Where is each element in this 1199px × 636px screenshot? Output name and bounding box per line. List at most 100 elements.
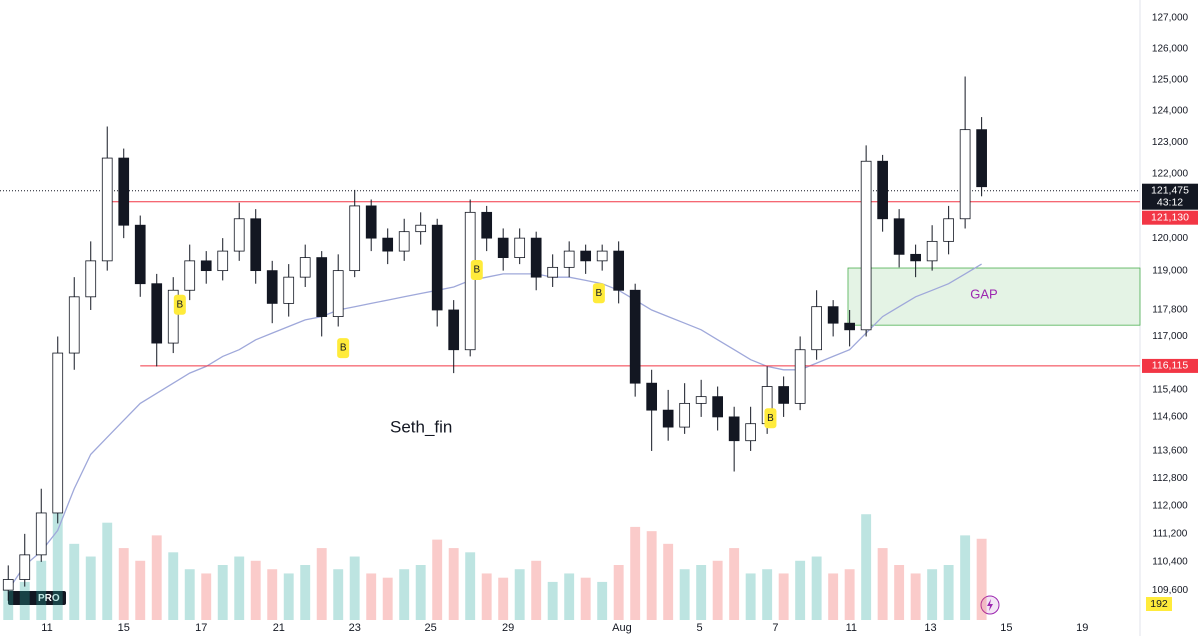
y-tick-label: 112,800: [1152, 473, 1188, 484]
candle-body: [431, 224, 443, 311]
volume-bar: [844, 569, 855, 620]
volume-bar: [366, 573, 377, 620]
volume-bar: [102, 522, 113, 620]
volume-bar: [663, 543, 674, 620]
volume-bar: [745, 573, 756, 620]
logo-text: PRO: [38, 593, 60, 604]
volume-bar: [349, 556, 360, 620]
volume-bar: [531, 560, 542, 620]
volume-bar: [795, 560, 806, 620]
candle-body: [481, 211, 493, 239]
y-tick-label: 117,800: [1152, 305, 1188, 316]
price-line-label: 116,115: [1152, 360, 1189, 372]
volume-bar: [448, 548, 459, 620]
candle-body: [778, 386, 789, 404]
last-price-label: 121,475: [1151, 184, 1189, 196]
candle-body: [629, 289, 641, 384]
x-tick-label: 13: [924, 622, 936, 634]
candle-body: [68, 296, 80, 354]
volume-bar: [696, 565, 707, 620]
volume-bar: [432, 539, 443, 620]
volume-bar: [217, 565, 228, 620]
volume-bar: [201, 573, 212, 620]
y-tick-label: 122,000: [1152, 169, 1189, 180]
candle-body: [448, 309, 460, 351]
x-tick-label: 23: [349, 622, 361, 634]
candle-body: [332, 270, 344, 317]
y-tick-label: 119,000: [1152, 265, 1188, 276]
x-tick-label: 15: [118, 622, 130, 634]
candle-body: [646, 382, 658, 411]
candle-body: [794, 349, 806, 404]
candle-body: [283, 276, 295, 304]
countdown: 43:12: [1157, 196, 1183, 208]
logo-box: [8, 591, 66, 605]
candle-body: [580, 250, 592, 262]
candle-body: [167, 289, 179, 344]
candle-body: [893, 218, 905, 255]
volume-bar: [943, 565, 954, 620]
volume-bar: [712, 560, 723, 620]
candle-body: [530, 237, 542, 278]
candle-body: [184, 260, 196, 291]
candle-body: [233, 218, 245, 252]
candle-body: [101, 157, 113, 262]
x-tick-label: Aug: [612, 622, 632, 634]
volume-bar: [481, 573, 492, 620]
signal-marker: [592, 283, 605, 304]
y-tick-label: 127,000: [1152, 13, 1189, 24]
signal-marker: [470, 259, 483, 280]
y-tick-label: 115,400: [1152, 385, 1188, 396]
signal-marker: [764, 408, 777, 429]
candle-body: [596, 250, 608, 262]
signal-label: B: [176, 299, 183, 310]
candle-body: [266, 270, 278, 304]
volume-bar: [910, 573, 921, 620]
volume-bar: [118, 548, 129, 620]
candle-body: [200, 260, 212, 272]
volume-bar: [960, 535, 971, 620]
alert-bolt: [987, 599, 993, 611]
candle-body: [250, 218, 262, 272]
volume-bar: [762, 569, 773, 620]
candle-body: [712, 396, 724, 418]
y-tick-label: 117,000: [1152, 331, 1188, 342]
volume-bar: [283, 573, 294, 620]
signal-label: B: [340, 343, 347, 354]
candle-body: [877, 160, 888, 220]
y-tick-label: 123,000: [1152, 137, 1189, 148]
volume-bar: [399, 569, 410, 620]
alert-icon[interactable]: [980, 595, 1000, 615]
candle-body: [728, 416, 740, 442]
candle-body: [959, 129, 971, 220]
volume-bar: [514, 569, 525, 620]
volume-bar: [250, 560, 261, 620]
volume-bar: [267, 569, 278, 620]
candle-body: [2, 579, 14, 591]
watermark: Seth_fin: [390, 417, 452, 436]
candle-body: [415, 224, 427, 233]
volume-bar: [85, 556, 96, 620]
volume-bar: [580, 577, 591, 620]
candle-body: [217, 250, 229, 272]
candle-body: [695, 396, 707, 404]
volume-bar: [811, 556, 822, 620]
x-tick-label: 15: [1000, 622, 1012, 634]
volume-bar: [52, 510, 63, 620]
volume-bar: [333, 569, 344, 620]
y-tick-label: 125,000: [1152, 74, 1189, 85]
candle-body: [827, 306, 839, 324]
signal-label: B: [596, 288, 603, 299]
signal-marker: [337, 338, 350, 359]
candle-body: [35, 512, 47, 556]
gap-zone: [847, 267, 1141, 326]
candle-body: [910, 253, 921, 262]
candle-body: [365, 205, 377, 239]
candle-body: [118, 157, 130, 226]
y-tick-label: 112,000: [1152, 501, 1188, 512]
volume-bar: [597, 581, 608, 620]
x-tick-label: 5: [696, 622, 702, 634]
volume-bar: [3, 586, 14, 620]
volume-bar: [564, 573, 575, 620]
